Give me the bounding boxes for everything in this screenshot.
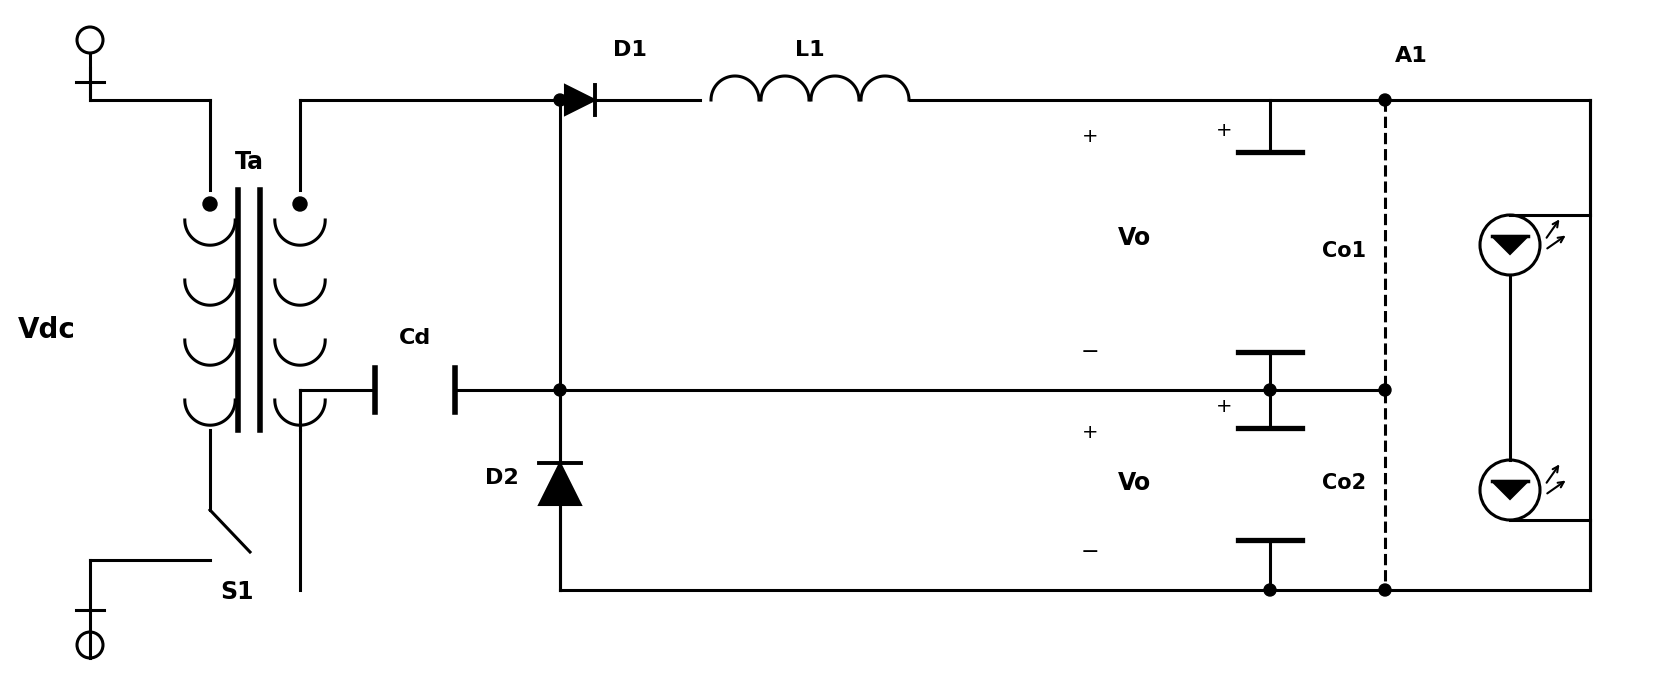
Text: S1: S1 <box>220 580 254 604</box>
Text: Vo: Vo <box>1117 471 1151 495</box>
Text: L1: L1 <box>795 40 825 60</box>
Circle shape <box>292 197 307 211</box>
Text: +: + <box>1216 121 1232 140</box>
Polygon shape <box>1491 481 1528 499</box>
Text: Ta: Ta <box>234 150 264 174</box>
Text: Co2: Co2 <box>1323 473 1366 493</box>
Text: D2: D2 <box>484 468 519 488</box>
Circle shape <box>204 197 217 211</box>
Polygon shape <box>539 463 581 505</box>
Circle shape <box>1264 384 1276 396</box>
Text: +: + <box>1216 397 1232 416</box>
Text: D1: D1 <box>613 40 646 60</box>
Circle shape <box>1264 584 1276 596</box>
Text: +: + <box>1082 423 1099 442</box>
Text: Vo: Vo <box>1117 226 1151 250</box>
Text: Co1: Co1 <box>1323 241 1366 261</box>
Circle shape <box>1379 384 1391 396</box>
Circle shape <box>554 94 566 106</box>
Polygon shape <box>1491 236 1528 254</box>
Circle shape <box>1379 584 1391 596</box>
Text: A1: A1 <box>1394 46 1428 66</box>
Polygon shape <box>564 85 595 115</box>
Text: −: − <box>1080 542 1099 562</box>
Text: Vdc: Vdc <box>18 316 75 344</box>
Circle shape <box>1379 94 1391 106</box>
Text: +: + <box>1082 127 1099 146</box>
Text: Cd: Cd <box>399 328 431 348</box>
Text: −: − <box>1080 342 1099 362</box>
Circle shape <box>554 384 566 396</box>
